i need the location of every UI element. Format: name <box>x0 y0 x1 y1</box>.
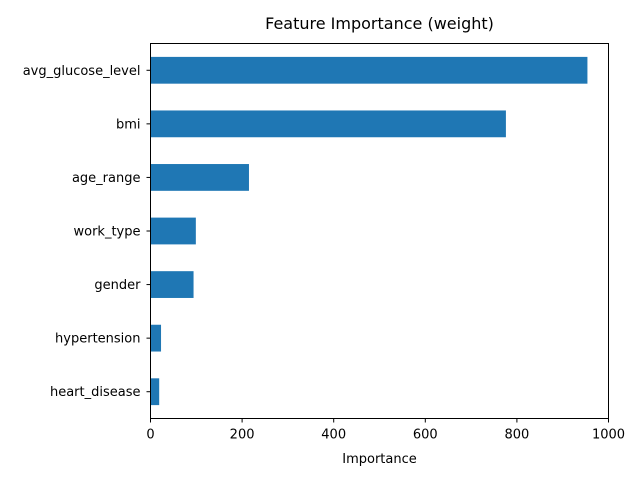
y-tick-label: work_type <box>74 225 141 240</box>
x-tick-label: 400 <box>321 428 346 443</box>
x-axis-ticks: 0 200 400 600 800 1000 <box>146 418 625 443</box>
bar-hypertension <box>150 324 162 352</box>
x-tick-label: 200 <box>230 428 255 443</box>
bar-bmi <box>150 110 506 138</box>
plot-frame <box>150 43 609 419</box>
x-tick-label: 600 <box>413 428 438 443</box>
bar-avg-glucose-level <box>150 56 588 84</box>
y-tick-label: avg_glucose_level <box>23 64 141 79</box>
bars-group <box>150 56 588 406</box>
x-tick-label: 800 <box>504 428 529 443</box>
bar-heart-disease <box>150 378 160 406</box>
y-tick-label: heart_disease <box>50 385 141 400</box>
bar-age-range <box>150 164 249 191</box>
chart-title: Feature Importance (weight) <box>265 14 494 33</box>
x-axis-label: Importance <box>342 452 417 467</box>
bar-work-type <box>150 217 196 245</box>
y-tick-label: age_range <box>72 171 141 186</box>
y-tick-label: gender <box>94 278 141 293</box>
x-tick-label: 1000 <box>592 428 625 443</box>
x-tick-label: 0 <box>146 428 154 443</box>
y-tick-label: bmi <box>116 117 141 132</box>
y-tick-label: hypertension <box>55 332 140 347</box>
bar-gender <box>150 271 194 298</box>
